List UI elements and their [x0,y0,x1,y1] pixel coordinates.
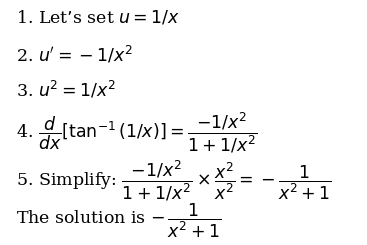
Text: 5. Simplify: $\dfrac{-1/x^2}{1+1/x^2} \times \dfrac{x^2}{x^2} = -\dfrac{1}{x^2+1: 5. Simplify: $\dfrac{-1/x^2}{1+1/x^2} \t… [16,159,332,203]
Text: 2. $u' = -1/x^2$: 2. $u' = -1/x^2$ [16,44,133,65]
Text: 1. Let’s set $u = 1/x$: 1. Let’s set $u = 1/x$ [16,9,180,27]
Text: The solution is $-\,\dfrac{1}{x^2+1}$: The solution is $-\,\dfrac{1}{x^2+1}$ [16,202,221,240]
Text: 3. $u^2 = 1/x^2$: 3. $u^2 = 1/x^2$ [16,79,116,100]
Text: 4. $\dfrac{d}{dx}\left[\tan^{-1}(1/x)\right] = \dfrac{-1/x^2}{1+1/x^2}$: 4. $\dfrac{d}{dx}\left[\tan^{-1}(1/x)\ri… [16,110,258,155]
